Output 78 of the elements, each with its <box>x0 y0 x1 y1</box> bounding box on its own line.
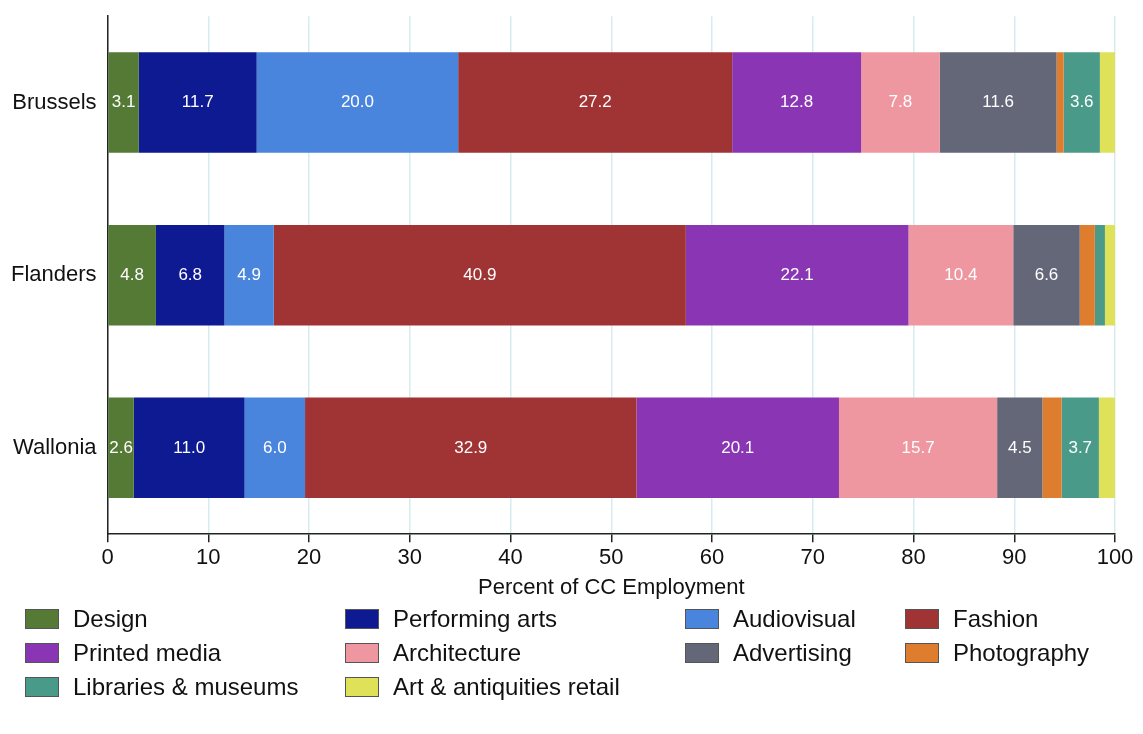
data-label: 4.5 <box>1007 437 1032 457</box>
x-tick-label: 60 <box>699 544 725 570</box>
data-label: 11.7 <box>181 92 214 112</box>
bar <box>685 224 909 326</box>
bar <box>1099 52 1115 153</box>
data-label: 6.8 <box>178 264 203 284</box>
bar <box>997 397 1043 499</box>
data-label: 6.0 <box>263 437 287 457</box>
bar <box>458 52 733 153</box>
data-label: 3.7 <box>1068 437 1093 457</box>
y-tick-label: Brussels <box>12 88 97 114</box>
data-label: 11.0 <box>173 437 206 457</box>
data-label: 40.9 <box>463 264 497 284</box>
legend-label: Libraries & museums <box>73 673 299 701</box>
legend-label: Printed media <box>73 639 222 667</box>
x-tick-label: 0 <box>101 544 114 570</box>
x-tick-label: 10 <box>196 544 221 570</box>
data-label: 15.7 <box>901 437 935 457</box>
bar <box>108 224 156 326</box>
x-tick-label: 70 <box>800 544 826 570</box>
x-tick-label: 30 <box>397 544 423 570</box>
legend-label: Art & antiquities retail <box>393 673 620 701</box>
bar <box>636 397 839 499</box>
bar <box>1079 224 1095 326</box>
bar <box>108 52 139 153</box>
data-label: 27.2 <box>578 92 612 112</box>
data-label: 11.6 <box>982 92 1015 112</box>
legend-label: Audiovisual <box>733 605 856 633</box>
y-tick-label: Flanders <box>11 261 97 287</box>
bar <box>1104 224 1115 326</box>
bar <box>1098 397 1115 499</box>
x-tick-label: 50 <box>599 544 624 570</box>
bar <box>256 52 459 153</box>
bar <box>838 397 998 499</box>
bar <box>108 397 134 499</box>
bar <box>133 397 245 499</box>
bar <box>224 224 274 326</box>
bar <box>908 224 1014 326</box>
data-label: 4.8 <box>120 264 144 284</box>
legend-label: Advertising <box>733 639 852 667</box>
bar <box>1063 52 1100 153</box>
y-tick-label: Wallonia <box>13 433 98 459</box>
x-tick-label: 80 <box>901 544 926 570</box>
data-label: 20.1 <box>721 437 755 457</box>
data-label: 6.6 <box>1034 264 1059 284</box>
legend-label: Performing arts <box>393 605 558 633</box>
legend-label: Photography <box>953 639 1090 667</box>
data-label: 2.6 <box>109 437 133 457</box>
data-label: 10.4 <box>944 264 978 284</box>
legend-label: Architecture <box>393 639 522 667</box>
bar <box>732 52 862 153</box>
bar <box>1094 224 1105 326</box>
x-tick-label: 40 <box>498 544 523 570</box>
bar <box>1013 224 1080 326</box>
data-label: 7.8 <box>888 92 913 112</box>
data-label: 12.8 <box>780 92 814 112</box>
bar <box>939 52 1057 153</box>
bar <box>1061 397 1099 499</box>
bar <box>1042 397 1062 499</box>
legend-label: Fashion <box>953 605 1039 633</box>
bar <box>1056 52 1064 153</box>
legend-label: Design <box>73 605 148 633</box>
data-label: 22.1 <box>780 264 814 284</box>
bar <box>305 397 637 499</box>
bar <box>155 224 225 326</box>
bar <box>138 52 257 153</box>
data-label: 4.9 <box>237 264 261 284</box>
data-label: 20.0 <box>340 92 374 112</box>
bar <box>861 52 940 153</box>
x-axis-title: Percent of CC Employment <box>478 573 745 599</box>
x-tick-label: 100 <box>1096 544 1134 570</box>
data-label: 3.6 <box>1069 92 1094 112</box>
data-label: 3.1 <box>111 92 136 112</box>
x-tick-label: 90 <box>1002 544 1027 570</box>
data-label: 32.9 <box>454 437 488 457</box>
bar <box>273 224 686 326</box>
bar <box>244 397 306 499</box>
x-tick-label: 20 <box>296 544 322 570</box>
